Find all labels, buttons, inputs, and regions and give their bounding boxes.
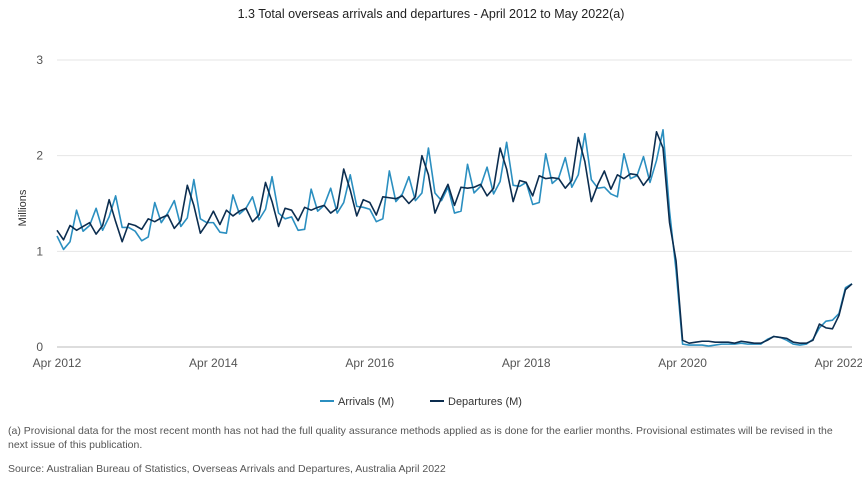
legend: Arrivals (M) Departures (M) xyxy=(320,396,522,408)
y-tick-label: 2 xyxy=(36,149,43,163)
footnote: (a) Provisional data for the most recent… xyxy=(8,425,833,451)
source-note: Source: Australian Bureau of Statistics,… xyxy=(8,463,446,475)
legend-label: Arrivals (M) xyxy=(338,396,394,408)
series-lines xyxy=(56,129,853,347)
y-axis-label: Millions xyxy=(17,189,29,226)
y-axis-ticks: 0 1 2 3 xyxy=(36,53,43,354)
x-tick-label: Apr 2014 xyxy=(189,356,238,370)
arrivals-line xyxy=(56,129,853,347)
chart-title: 1.3 Total overseas arrivals and departur… xyxy=(237,7,625,21)
x-axis-ticks: Apr 2012 Apr 2014 Apr 2016 Apr 2018 Apr 2020… xyxy=(33,356,862,370)
x-tick-label: Apr 2018 xyxy=(502,356,551,370)
legend-label: Departures (M) xyxy=(448,396,522,408)
x-tick-label: Apr 2016 xyxy=(345,356,394,370)
x-tick-label: Apr 2022 xyxy=(815,356,862,370)
gridlines xyxy=(57,59,852,348)
y-tick-label: 3 xyxy=(36,53,43,67)
y-tick-label: 0 xyxy=(36,340,43,354)
departures-line xyxy=(56,130,853,344)
x-tick-label: Apr 2012 xyxy=(33,356,82,370)
y-tick-label: 1 xyxy=(36,244,43,258)
x-tick-label: Apr 2020 xyxy=(658,356,707,370)
